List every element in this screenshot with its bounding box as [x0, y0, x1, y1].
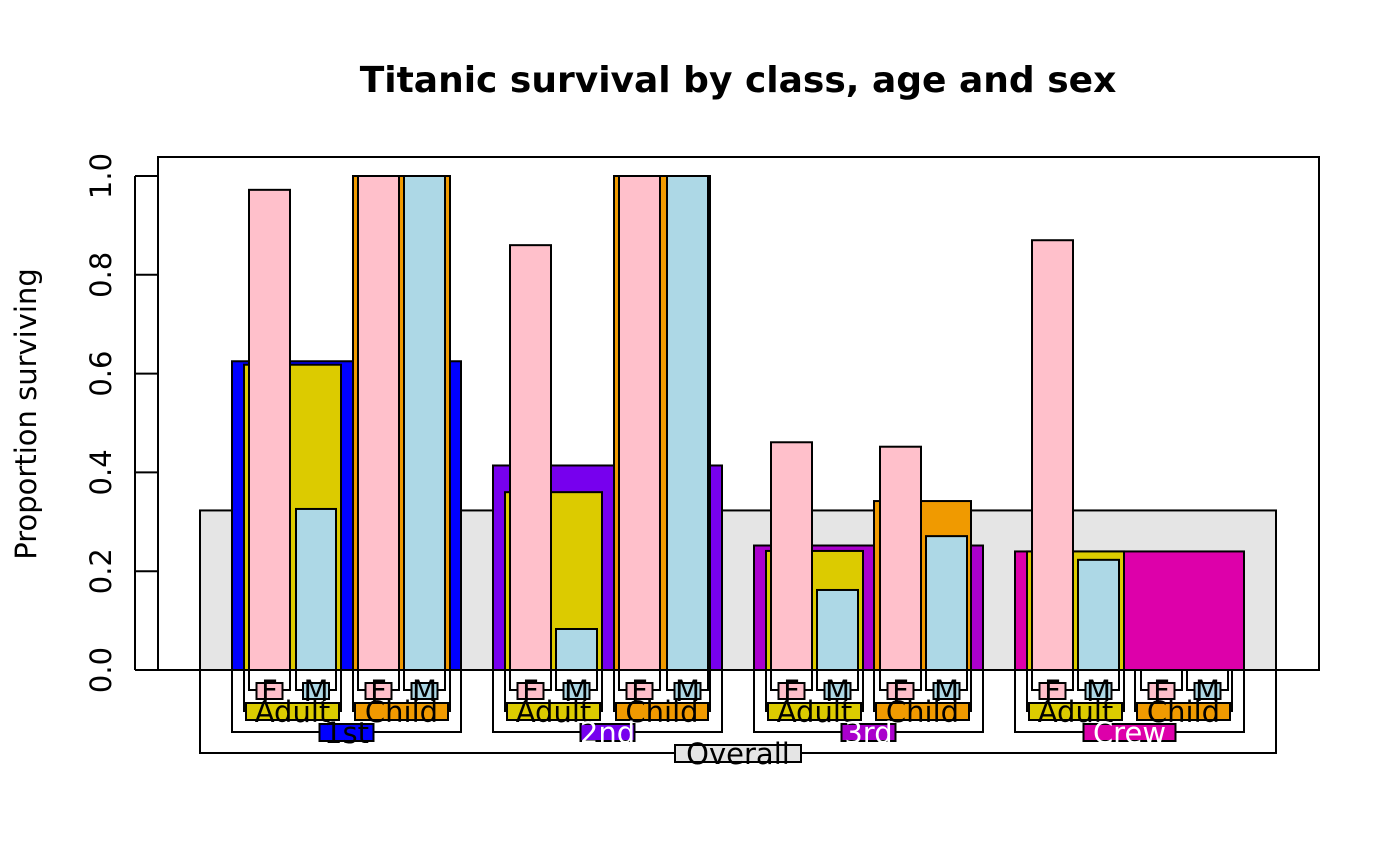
bar-3rd-child-f [879, 445, 922, 671]
strip-age-label: Child [625, 695, 698, 729]
strip-sex-bg [932, 682, 961, 700]
bar-3rd-adult-f [770, 441, 813, 671]
strip-sex-label: F [261, 674, 278, 708]
strip-sex-label: F [631, 674, 648, 708]
y-tick-label: 0.4 [84, 449, 118, 495]
strip-sex-bg [516, 682, 545, 700]
y-tick-label: 1.0 [84, 153, 118, 199]
strip-class-label: 1st [324, 716, 369, 750]
strip-sex-label: F [522, 674, 539, 708]
bar-2nd-child-f [618, 175, 661, 671]
bar-1st-child-f [357, 175, 400, 671]
strip-age-bg [245, 702, 340, 721]
strip-age-label: Adult [516, 695, 592, 729]
strip-age-label: Adult [255, 695, 331, 729]
strip-sex-label: F [1044, 674, 1061, 708]
bar-1st-adult-f [248, 188, 291, 671]
y-axis-label: Proportion surviving [9, 268, 43, 560]
bar-1st-adult-m [295, 507, 337, 671]
chart-title: Titanic survival by class, age and sex [360, 60, 1117, 101]
bar-crew-adult-m [1077, 558, 1120, 672]
bar-2nd-child-m [666, 175, 709, 671]
strip-sex-bg [1084, 682, 1113, 700]
strip-sex-bg [625, 682, 654, 700]
strip-age-bg [1028, 702, 1123, 721]
bar-2nd-adult-f [509, 244, 552, 671]
bar-3rd-child-m [925, 535, 968, 671]
y-tick-label: 0.6 [84, 351, 118, 397]
strip-age-bg [615, 702, 709, 721]
y-tick-label: 0.8 [84, 252, 118, 298]
bar-3rd-adult-m [816, 588, 859, 671]
bar-crew-adult-f [1031, 239, 1074, 671]
strip-class-label: 2nd [580, 716, 635, 750]
strip-sex-bg [255, 682, 284, 700]
strip-age-label: Child [886, 695, 959, 729]
strip-sex-label: F [783, 674, 800, 708]
bar-1st-child-m [403, 175, 446, 671]
strip-sex-bg [777, 682, 806, 700]
strip-age-bg [767, 702, 862, 721]
strip-age-label: Adult [777, 695, 853, 729]
strip-class-label: Crew [1093, 716, 1166, 750]
strip-sex-label: F [370, 674, 387, 708]
strip-age-bg [1136, 702, 1231, 721]
strip-age-bg [506, 702, 601, 721]
strip-sex-bg [410, 682, 439, 700]
y-tick-label: 0.2 [84, 548, 118, 594]
bar-2nd-adult-m [555, 627, 598, 671]
strip-sex-bg [364, 682, 393, 700]
strip-class-label: 3rd [844, 716, 892, 750]
strip-age-bg [875, 702, 970, 721]
strip-class-bg [318, 723, 375, 742]
strip-sex-bg [823, 682, 852, 700]
strip-sex-bg [562, 682, 591, 700]
strip-class-bg [579, 723, 636, 742]
strip-overall-bg [674, 744, 802, 763]
strip-class-bg [840, 723, 897, 742]
strip-overall-label: Overall [686, 737, 790, 771]
strip-sex-bg [1147, 682, 1176, 700]
strip-sex-label: F [892, 674, 909, 708]
strip-sex-bg [302, 682, 330, 700]
strip-sex-label: F [1153, 674, 1170, 708]
strip-age-bg [354, 702, 449, 721]
strip-sex-bg [1038, 682, 1067, 700]
strip-sex-bg [886, 682, 915, 700]
strip-age-label: Child [365, 695, 438, 729]
strip-class-bg [1082, 723, 1177, 742]
strip-sex-bg [1193, 682, 1222, 700]
y-tick-label: 0.0 [84, 647, 118, 693]
strip-sex-bg [673, 682, 702, 700]
